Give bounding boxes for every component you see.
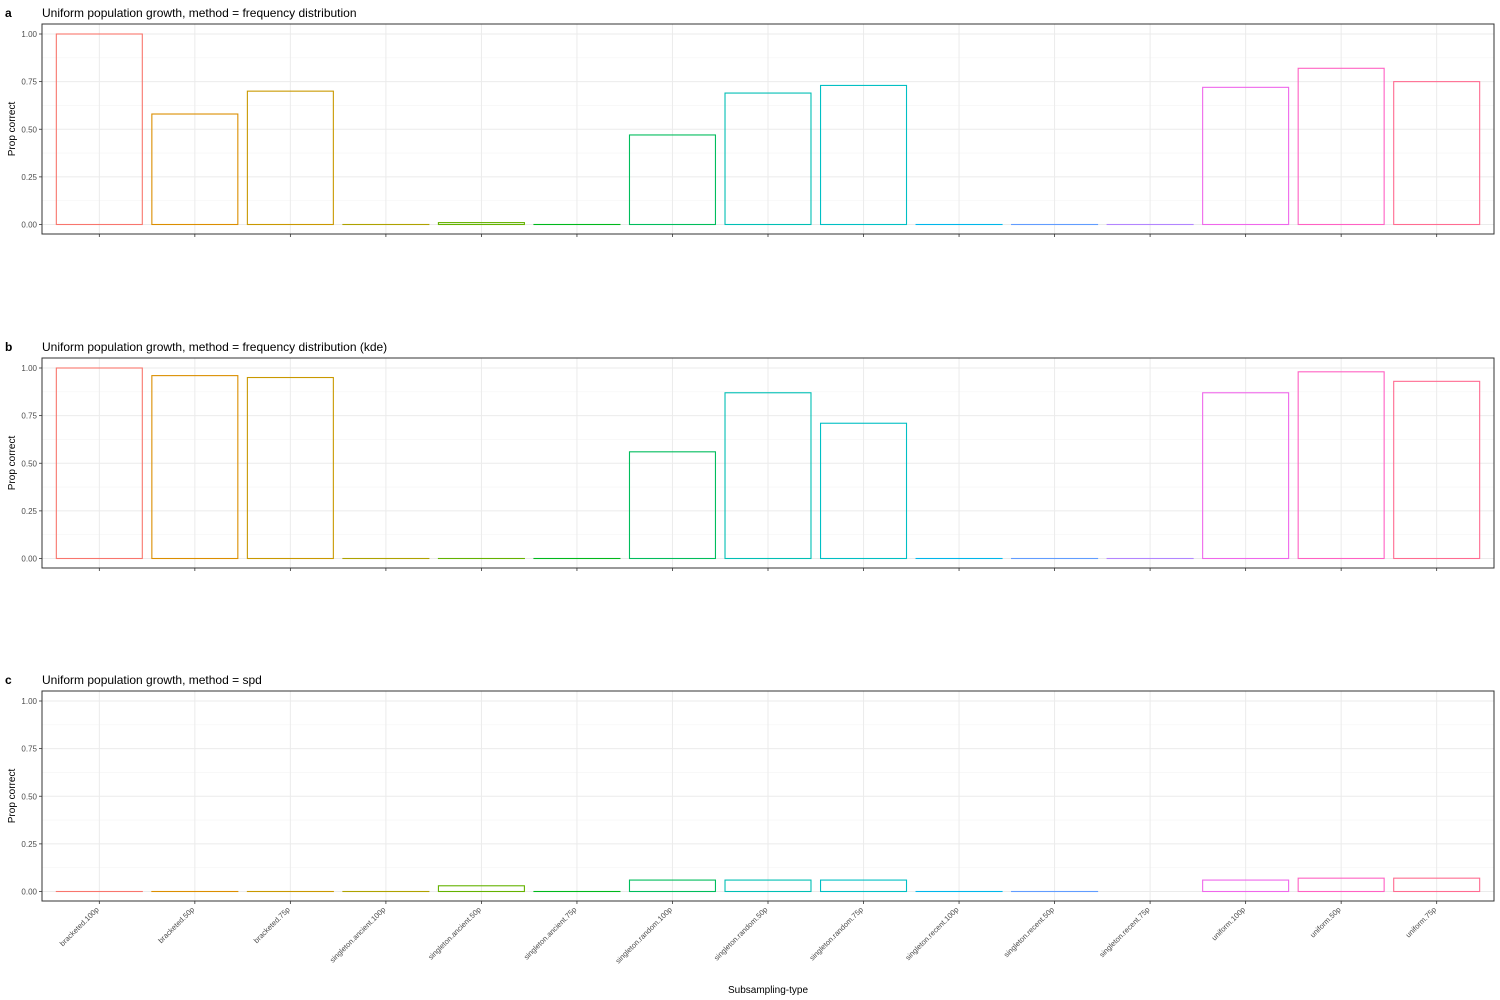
x-axis-label: Subsampling-type bbox=[728, 985, 808, 996]
chart-panel-b: 0.00 0.25 0.50 0.75 1.00 Prop correct b Uniform… bbox=[5, 340, 1495, 571]
y-tick-label: 0.00 bbox=[21, 221, 37, 230]
bar-bracketed.100p bbox=[55, 367, 143, 560]
panel-letter: b bbox=[5, 340, 12, 354]
bar-uniform.100p bbox=[1202, 392, 1290, 560]
bar-singleton.random.100p bbox=[628, 451, 717, 560]
y-tick-label: 0.50 bbox=[21, 792, 37, 801]
x-tick-label: bracketed.100p bbox=[58, 905, 101, 948]
y-tick-label: 0.00 bbox=[21, 888, 37, 897]
chart-title: Uniform population growth, method = freq… bbox=[42, 340, 387, 354]
bar-singleton.ancient.50p bbox=[437, 222, 525, 226]
panel-border bbox=[41, 357, 1495, 569]
y-tick-label: 0.25 bbox=[21, 507, 37, 516]
bar-bracketed.50p bbox=[151, 375, 239, 560]
bar-bracketed.75p bbox=[246, 90, 334, 226]
y-tick-label: 0.50 bbox=[21, 459, 37, 468]
bar-singleton.random.100p bbox=[628, 134, 717, 226]
bar-bracketed.75p bbox=[246, 376, 334, 560]
x-tick-label: singleton.random.50p bbox=[712, 905, 769, 962]
x-tick-label: singleton.recent.75p bbox=[1097, 905, 1151, 959]
panel-border bbox=[41, 690, 1495, 902]
x-tick-label: bracketed.50p bbox=[156, 905, 196, 945]
panels: 0.00 0.25 0.50 0.75 1.00 Prop correct a Uniform… bbox=[5, 6, 1495, 965]
bar-singleton.random.50p bbox=[724, 879, 812, 893]
bar-uniform.100p bbox=[1202, 879, 1290, 893]
bar-singleton.random.50p bbox=[724, 92, 812, 226]
y-tick-label: 0.00 bbox=[21, 555, 37, 564]
x-tick-label: uniform.75p bbox=[1404, 905, 1438, 939]
x-tick-label: singleton.recent.50p bbox=[1002, 905, 1056, 959]
bar-singleton.ancient.50p bbox=[437, 885, 525, 893]
bar-singleton.random.75p bbox=[819, 84, 908, 226]
x-tick-label: singleton.ancient.50p bbox=[426, 905, 482, 961]
bar-singleton.random.100p bbox=[628, 879, 717, 893]
chart-panel-a: 0.00 0.25 0.50 0.75 1.00 Prop correct a Uniform… bbox=[5, 6, 1495, 237]
bar-bracketed.100p bbox=[55, 33, 143, 226]
bar-uniform.75p bbox=[1393, 81, 1481, 226]
y-tick-label: 1.00 bbox=[21, 697, 37, 706]
chart-title: Uniform population growth, method = spd bbox=[42, 673, 262, 687]
panel-border bbox=[41, 23, 1495, 235]
y-tick-label: 0.75 bbox=[21, 745, 37, 754]
y-axis-label: Prop correct bbox=[7, 769, 18, 824]
y-tick-label: 0.75 bbox=[21, 78, 37, 87]
bar-uniform.50p bbox=[1297, 371, 1385, 560]
bar-singleton.random.75p bbox=[819, 422, 908, 560]
x-tick-label: singleton.random.100p bbox=[614, 905, 674, 965]
x-tick-label: singleton.ancient.75p bbox=[522, 905, 578, 961]
y-tick-label: 1.00 bbox=[21, 364, 37, 373]
y-tick-label: 0.75 bbox=[21, 412, 37, 421]
chart-panel-c: 0.00 0.25 0.50 0.75 1.00 bracketed.100p bracke… bbox=[5, 673, 1495, 965]
bar-bracketed.50p bbox=[151, 113, 239, 226]
bar-uniform.75p bbox=[1393, 380, 1481, 560]
x-tick-label: singleton.recent.100p bbox=[903, 905, 960, 962]
y-tick-label: 0.25 bbox=[21, 173, 37, 182]
bar-uniform.50p bbox=[1297, 877, 1385, 893]
x-tick-label: singleton.random.75p bbox=[808, 905, 865, 962]
y-axis-label: Prop correct bbox=[7, 436, 18, 491]
x-tick-label: bracketed.75p bbox=[252, 905, 292, 945]
bar-uniform.75p bbox=[1393, 877, 1481, 893]
x-tick-label: singleton.ancient.100p bbox=[328, 905, 387, 964]
bar-uniform.100p bbox=[1202, 86, 1290, 226]
panel-letter: c bbox=[5, 673, 12, 687]
bar-uniform.50p bbox=[1297, 67, 1385, 226]
y-axis-label: Prop correct bbox=[7, 102, 18, 157]
y-tick-label: 1.00 bbox=[21, 30, 37, 39]
bar-singleton.random.50p bbox=[724, 392, 812, 560]
y-tick-label: 0.50 bbox=[21, 125, 37, 134]
x-tick-label: uniform.50p bbox=[1308, 905, 1342, 939]
chart-title: Uniform population growth, method = freq… bbox=[42, 6, 357, 20]
y-tick-label: 0.25 bbox=[21, 840, 37, 849]
x-tick-label: uniform.100p bbox=[1210, 905, 1247, 942]
panel-letter: a bbox=[5, 6, 12, 20]
bar-singleton.random.75p bbox=[819, 879, 908, 893]
